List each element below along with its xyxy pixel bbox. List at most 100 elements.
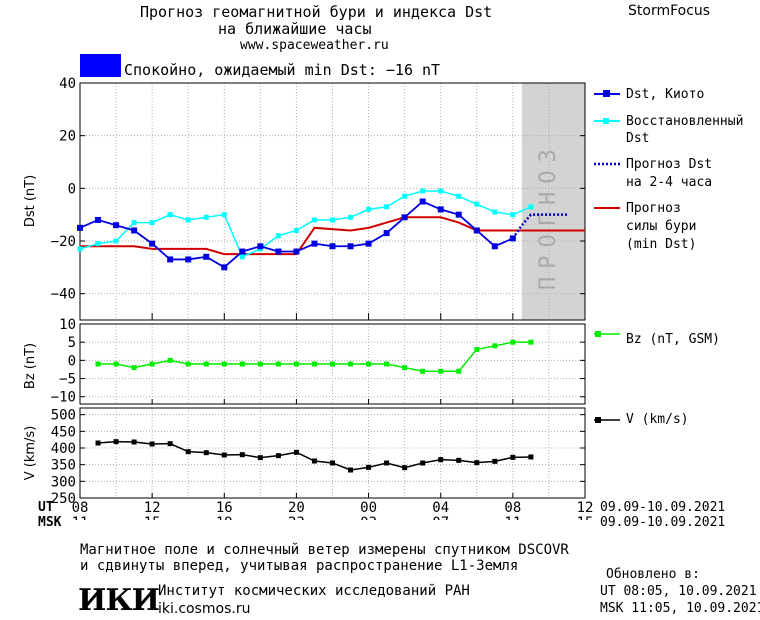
bz-point xyxy=(167,357,173,363)
ut-label: UT xyxy=(38,500,54,515)
dst-restored-point xyxy=(185,217,191,223)
dst-kyoto-point xyxy=(383,230,390,237)
ut-tick-label: 00 xyxy=(360,500,377,516)
bz-ytick-label: −10 xyxy=(51,390,76,406)
ut-tick-label: 20 xyxy=(288,500,305,516)
speed-point xyxy=(528,454,534,460)
bz-point xyxy=(348,361,354,367)
dst-kyoto-point xyxy=(221,264,228,271)
bz-point xyxy=(131,365,137,371)
v-ytick-label: 400 xyxy=(51,441,76,457)
speed-point xyxy=(348,467,354,473)
bz-point xyxy=(528,339,534,345)
iki-logo[interactable]: ИКИ xyxy=(78,583,160,618)
bz-point xyxy=(149,361,155,367)
legend-dst-restored-2: Dst xyxy=(626,131,650,146)
site-url[interactable]: www.spaceweather.ru xyxy=(240,38,389,53)
v-ytick-label: 500 xyxy=(51,408,76,424)
msk-tick-label: 07 xyxy=(432,515,449,520)
bz-point xyxy=(275,361,281,367)
dst-kyoto-point xyxy=(167,256,174,263)
dst-restored-point xyxy=(474,201,480,207)
page-title: Прогноз геомагнитной бури и индекса Dst xyxy=(140,3,493,21)
updated-ut: UT 08:05, 10.09.2021 xyxy=(600,584,757,599)
legend-dst-restored-1: Восстановленный xyxy=(626,114,744,129)
dst-restored-line xyxy=(79,190,532,258)
speed-point xyxy=(239,452,245,458)
dst-restored-point xyxy=(131,220,137,226)
dst-restored-point xyxy=(275,233,281,239)
v-ytick-label: 350 xyxy=(51,458,76,474)
dst-axis-label: Dst (nT) xyxy=(23,175,38,227)
dst-restored-point xyxy=(420,188,426,194)
dst-kyoto-point xyxy=(239,248,246,255)
page-subtitle: на ближайшие часы xyxy=(218,20,372,38)
dst-kyoto-point xyxy=(185,256,192,263)
bz-point xyxy=(257,361,263,367)
bz-point xyxy=(474,346,480,352)
msk-tick-label: 15 xyxy=(577,515,594,520)
speed-point xyxy=(221,452,227,458)
dst-restored-point xyxy=(384,204,390,210)
brand-name: StormFocus xyxy=(628,3,711,19)
speed-point xyxy=(492,458,498,464)
speed-point xyxy=(402,465,408,471)
dst-restored-point xyxy=(113,238,119,244)
dst-ytick-label: −40 xyxy=(51,287,76,303)
dst-kyoto-point xyxy=(275,248,282,255)
bz-point xyxy=(239,361,245,367)
v-ytick-label: 450 xyxy=(51,424,76,440)
legend-bz: Bz (nT, GSM) xyxy=(626,332,720,347)
dst-restored-point xyxy=(203,214,209,220)
dst-ytick-label: 40 xyxy=(59,76,76,92)
dst-restored-point xyxy=(167,212,173,218)
speed-point xyxy=(203,450,209,456)
legend-v: V (km/s) xyxy=(626,412,689,427)
dst-kyoto-point xyxy=(491,243,498,250)
dst-restored-point xyxy=(330,217,335,223)
dst-kyoto-point xyxy=(149,240,156,247)
speed-point xyxy=(510,454,516,460)
date-range-msk: 09.09-10.09.2021 xyxy=(600,515,726,530)
dst-kyoto-point xyxy=(473,227,480,234)
note-line-1: Магнитное поле и солнечный ветер измерен… xyxy=(80,542,569,558)
legend-forecast-storm-3: (min Dst) xyxy=(626,237,697,252)
bz-point xyxy=(402,365,408,371)
dst-kyoto-point xyxy=(401,214,408,221)
forecast-zone xyxy=(521,83,585,320)
note-line-2: и сдвинуты вперед, учитывая распростране… xyxy=(80,558,519,574)
dst-ytick-label: 20 xyxy=(59,129,76,145)
speed-point xyxy=(293,449,299,455)
v-ytick-label: 300 xyxy=(51,474,76,490)
dst-restored-point xyxy=(348,214,354,220)
speed-point xyxy=(438,457,444,463)
legend-marker-dst-restored xyxy=(603,118,609,124)
speed-point xyxy=(366,464,372,470)
bz-ytick-label: 0 xyxy=(68,353,76,369)
dst-restored-point xyxy=(510,212,516,218)
institute-name: Институт космических исследований РАН xyxy=(158,583,470,599)
speed-point xyxy=(474,460,480,466)
dst-restored-point xyxy=(239,254,245,260)
ut-tick-label: 08 xyxy=(72,500,89,516)
institute-site[interactable]: iki.cosmos.ru xyxy=(158,601,251,617)
dst-kyoto-point xyxy=(131,227,138,234)
bz-ytick-label: 5 xyxy=(68,335,76,351)
bz-point xyxy=(510,339,516,345)
ut-tick-label: 08 xyxy=(504,500,521,516)
bz-point xyxy=(221,361,227,367)
speed-point xyxy=(275,453,281,459)
legend-marker-bz xyxy=(595,331,601,337)
ut-tick-label: 12 xyxy=(577,500,594,516)
bz-axis-label: Bz (nT) xyxy=(23,343,38,389)
v-panel-frame xyxy=(79,407,586,499)
bz-point xyxy=(95,361,101,367)
dst-kyoto-point xyxy=(365,240,372,247)
bz-point xyxy=(185,361,191,367)
dst-restored-point xyxy=(456,193,462,199)
dst-kyoto-point xyxy=(437,206,444,213)
msk-label: MSK xyxy=(38,515,62,530)
dst-kyoto-point xyxy=(455,211,462,218)
dst-forecast-line xyxy=(511,213,567,240)
